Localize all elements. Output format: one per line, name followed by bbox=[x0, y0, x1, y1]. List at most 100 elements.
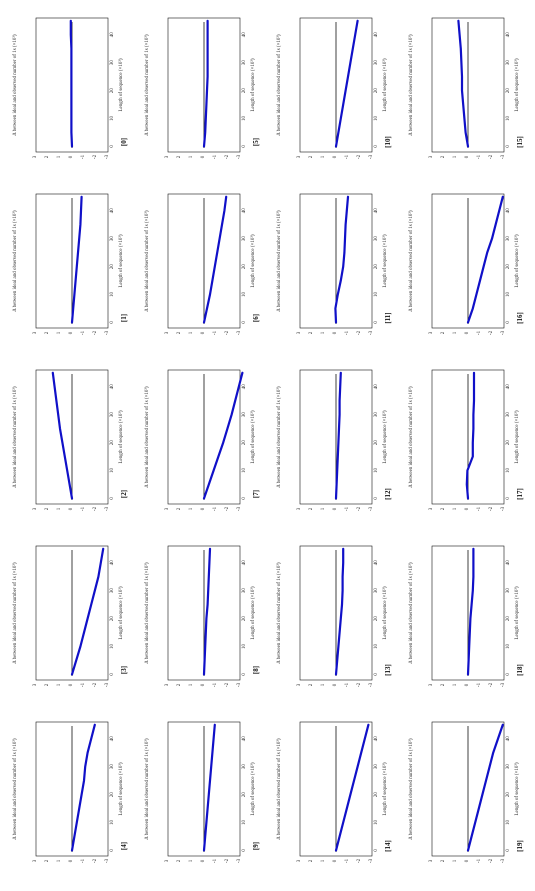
x-tick-label: 0 bbox=[110, 321, 115, 324]
x-tick-label: 20 bbox=[506, 616, 511, 622]
panel-index-label: [11] bbox=[384, 312, 392, 323]
x-tick-label: 40 bbox=[110, 208, 115, 214]
series-line bbox=[70, 195, 83, 324]
y-tick-label: -3 bbox=[237, 154, 242, 159]
y-tick-label: -1 bbox=[477, 506, 482, 511]
y-tick-label: 3 bbox=[165, 859, 170, 862]
y-tick-label: -1 bbox=[213, 506, 218, 511]
x-tick-label: 20 bbox=[374, 440, 379, 446]
x-tick-label: 30 bbox=[242, 60, 247, 66]
series-line bbox=[70, 547, 105, 676]
panel-index-label: [8] bbox=[252, 666, 260, 674]
y-tick-label: -1 bbox=[345, 330, 350, 335]
y-tick-label: -1 bbox=[213, 858, 218, 863]
y-axis-label: Δ between ideal and observed number of 1… bbox=[144, 562, 150, 663]
x-axis-label: Length of sequence (×10³) bbox=[514, 586, 520, 639]
y-tick-label: -1 bbox=[81, 154, 86, 159]
x-tick-label: 20 bbox=[242, 440, 247, 446]
y-tick-label: -3 bbox=[369, 506, 374, 511]
y-tick-label: 3 bbox=[429, 683, 434, 686]
series-line bbox=[51, 371, 74, 500]
y-tick-label: 3 bbox=[297, 507, 302, 510]
x-axis-label: Length of sequence (×10³) bbox=[118, 234, 124, 287]
y-tick-label: -1 bbox=[477, 858, 482, 863]
y-axis-label: Δ between ideal and observed number of 1… bbox=[144, 386, 150, 487]
x-tick-label: 30 bbox=[110, 588, 115, 594]
y-tick-label: 0 bbox=[201, 331, 206, 334]
x-tick-label: 30 bbox=[506, 412, 511, 418]
x-axis-label: Length of sequence (×10³) bbox=[514, 234, 520, 287]
y-tick-label: 1 bbox=[321, 507, 326, 510]
y-tick-label: -3 bbox=[237, 506, 242, 511]
y-tick-label: -3 bbox=[237, 858, 242, 863]
series-line bbox=[202, 547, 212, 676]
panel-index-label: [2] bbox=[120, 490, 128, 498]
x-tick-label: 20 bbox=[110, 264, 115, 270]
x-tick-label: 10 bbox=[374, 468, 379, 474]
x-tick-label: 40 bbox=[242, 736, 247, 742]
plot-frame bbox=[299, 369, 373, 505]
y-tick-label: 0 bbox=[69, 859, 74, 862]
y-tick-label: -1 bbox=[81, 330, 86, 335]
x-axis-label: Length of sequence (×10³) bbox=[514, 410, 520, 463]
y-tick-label: -2 bbox=[225, 858, 230, 863]
y-tick-label: -2 bbox=[93, 506, 98, 511]
x-tick-label: 0 bbox=[242, 849, 247, 852]
y-tick-label: 0 bbox=[201, 859, 206, 862]
x-tick-label: 10 bbox=[506, 820, 511, 826]
x-tick-label: 20 bbox=[506, 440, 511, 446]
y-tick-label: -1 bbox=[477, 154, 482, 159]
x-tick-label: 10 bbox=[242, 468, 247, 474]
y-tick-label: -1 bbox=[345, 506, 350, 511]
x-tick-label: 40 bbox=[242, 32, 247, 38]
series-line bbox=[466, 195, 504, 324]
y-tick-label: 1 bbox=[189, 331, 194, 334]
y-tick-label: 3 bbox=[297, 859, 302, 862]
y-axis-label: Δ between ideal and observed number of 1… bbox=[12, 34, 18, 135]
y-tick-label: 3 bbox=[165, 331, 170, 334]
x-tick-label: 40 bbox=[506, 32, 511, 38]
y-tick-label: 1 bbox=[189, 155, 194, 158]
x-axis-label: Length of sequence (×10³) bbox=[250, 234, 256, 287]
y-tick-label: 2 bbox=[177, 859, 182, 862]
y-axis-label: Δ between ideal and observed number of 1… bbox=[12, 562, 18, 663]
plot-frame bbox=[35, 545, 109, 681]
y-tick-label: 3 bbox=[297, 155, 302, 158]
plot-frame bbox=[167, 369, 241, 505]
panel-index-label: [19] bbox=[516, 840, 524, 852]
x-tick-label: 40 bbox=[506, 560, 511, 566]
y-tick-label: 2 bbox=[177, 331, 182, 334]
x-tick-label: 10 bbox=[242, 292, 247, 298]
x-tick-label: 30 bbox=[374, 236, 379, 242]
plot-frame bbox=[35, 193, 109, 329]
y-tick-label: -3 bbox=[105, 154, 110, 159]
x-tick-label: 10 bbox=[110, 820, 115, 826]
x-tick-label: 20 bbox=[110, 88, 115, 94]
y-tick-label: 0 bbox=[465, 331, 470, 334]
x-tick-label: 10 bbox=[374, 292, 379, 298]
x-tick-label: 40 bbox=[110, 32, 115, 38]
y-tick-label: 2 bbox=[309, 507, 314, 510]
x-axis-label: Length of sequence (×10³) bbox=[382, 586, 388, 639]
x-tick-label: 30 bbox=[506, 60, 511, 66]
y-tick-label: 0 bbox=[333, 155, 338, 158]
x-tick-label: 0 bbox=[374, 673, 379, 676]
panel-index-label: [5] bbox=[252, 138, 260, 146]
series-line bbox=[70, 723, 96, 852]
y-tick-label: -3 bbox=[105, 506, 110, 511]
y-tick-label: -1 bbox=[213, 682, 218, 687]
panel-index-label: [7] bbox=[252, 490, 260, 498]
x-tick-label: 20 bbox=[374, 264, 379, 270]
panel-index-label: [3] bbox=[120, 666, 128, 674]
y-tick-label: 3 bbox=[33, 331, 38, 334]
y-tick-label: 3 bbox=[33, 507, 38, 510]
y-tick-label: 3 bbox=[429, 859, 434, 862]
panel-index-label: [18] bbox=[516, 664, 524, 676]
x-tick-label: 40 bbox=[242, 560, 247, 566]
panel-index-label: [1] bbox=[120, 314, 128, 322]
x-tick-label: 20 bbox=[506, 792, 511, 798]
